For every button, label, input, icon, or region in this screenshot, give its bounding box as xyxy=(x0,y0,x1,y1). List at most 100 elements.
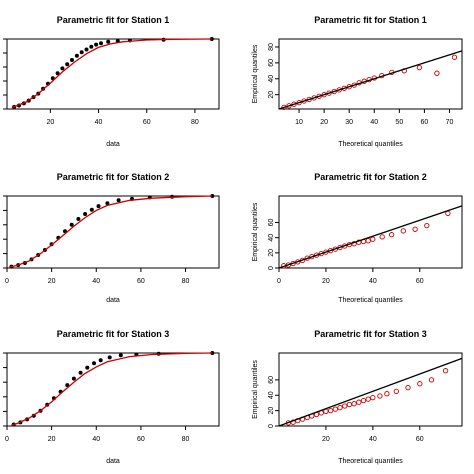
x-tick-label: 60 xyxy=(143,119,151,126)
data-point xyxy=(118,353,123,358)
data-point xyxy=(89,207,94,212)
quantile-point xyxy=(417,381,423,387)
y-tick-label: 0 xyxy=(268,424,275,428)
data-point xyxy=(92,361,96,366)
data-point xyxy=(105,201,110,206)
chart-title: Parametric fit for Station 2 xyxy=(57,172,170,182)
x-tick-label: 80 xyxy=(191,119,199,126)
x-tick-label: 10 xyxy=(295,119,303,126)
data-point xyxy=(116,198,121,203)
data-point xyxy=(96,204,101,209)
y-tick-label: 40 xyxy=(268,234,275,242)
quantile-point xyxy=(424,222,430,229)
data-point xyxy=(74,53,79,58)
chart-title: Parametric fit for Station 1 xyxy=(314,15,427,25)
x-tick-label: 80 xyxy=(182,436,190,443)
data-point xyxy=(106,39,111,44)
plot-frame xyxy=(278,352,463,427)
quantile-point xyxy=(379,234,385,240)
data-point xyxy=(99,41,103,46)
y-tick-label: 60 xyxy=(268,219,275,227)
x-tick-label: 20 xyxy=(48,278,56,285)
quantile-point xyxy=(327,407,334,414)
x-tick-label: 40 xyxy=(370,119,378,126)
chart-title: Parametric fit for Station 3 xyxy=(57,329,170,339)
x-axis-label: data xyxy=(106,297,120,304)
chart-title: Parametric fit for Station 2 xyxy=(314,172,427,182)
x-axis-label: data xyxy=(106,458,120,465)
x-tick-label: 40 xyxy=(92,278,100,285)
x-tick-label: 0 xyxy=(5,436,9,443)
quantile-point xyxy=(377,393,383,399)
y-tick-label: 60 xyxy=(268,59,275,67)
data-point xyxy=(98,358,103,363)
quantile-point xyxy=(428,377,435,383)
plot-frame xyxy=(6,352,220,427)
reference-line xyxy=(278,205,463,269)
x-tick-label: 20 xyxy=(322,278,330,285)
quantile-point xyxy=(384,391,390,397)
x-tick-label: 20 xyxy=(48,436,56,443)
fitted-cdf-line xyxy=(9,195,213,268)
fitted-cdf-line xyxy=(11,38,212,109)
quantile-point xyxy=(405,384,411,391)
quantile-point xyxy=(370,236,376,242)
x-tick-label: 60 xyxy=(137,436,145,443)
x-tick-label: 20 xyxy=(46,119,54,126)
y-tick-label: 0 xyxy=(268,266,275,270)
data-point xyxy=(76,217,81,221)
plot-frame xyxy=(278,38,463,110)
data-point xyxy=(107,355,112,360)
x-tick-label: 40 xyxy=(369,278,377,285)
data-point xyxy=(84,47,89,52)
quantile-point xyxy=(281,104,287,111)
data-point xyxy=(79,50,84,55)
y-axis-label: Empirical quantiles xyxy=(252,202,259,261)
quantile-point xyxy=(400,228,406,234)
y-tick-label: 20 xyxy=(268,91,275,99)
x-tick-label: 20 xyxy=(322,436,330,443)
x-tick-label: 30 xyxy=(345,119,353,126)
quantile-point xyxy=(337,404,343,411)
data-point xyxy=(94,42,99,47)
quantile-point xyxy=(365,396,371,402)
quantile-point xyxy=(326,90,332,96)
data-point xyxy=(89,44,94,49)
quantile-point xyxy=(346,401,353,408)
data-point xyxy=(78,370,83,375)
data-point xyxy=(65,383,70,388)
reference-line xyxy=(278,50,463,110)
y-tick-label: 60 xyxy=(268,376,275,384)
data-point xyxy=(69,222,74,227)
y-tick-label: 80 xyxy=(268,43,275,51)
x-tick-label: 40 xyxy=(369,436,377,443)
x-axis-label: Theoretical quantiles xyxy=(338,141,403,148)
x-tick-label: 60 xyxy=(416,278,424,285)
y-tick-label: 20 xyxy=(268,249,275,257)
quantile-point xyxy=(346,84,352,90)
y-axis-label: Empirical quantiles xyxy=(252,360,259,419)
quantile-point xyxy=(336,87,342,93)
quantile-point xyxy=(342,403,348,409)
quantile-point xyxy=(434,70,440,76)
x-tick-label: 60 xyxy=(420,119,428,126)
plot-frame xyxy=(6,38,220,110)
x-tick-label: 40 xyxy=(92,436,100,443)
x-axis-label: Theoretical quantiles xyxy=(338,458,403,465)
quantile-point xyxy=(360,397,367,404)
reference-line xyxy=(278,357,463,427)
data-point xyxy=(55,71,60,76)
x-tick-label: 50 xyxy=(395,119,403,126)
data-point xyxy=(71,376,76,381)
data-point xyxy=(70,58,74,62)
data-point xyxy=(60,66,65,71)
quantile-point xyxy=(416,64,423,71)
quantile-point xyxy=(323,249,329,255)
quantile-point xyxy=(388,232,395,238)
quantile-point xyxy=(351,401,357,407)
x-tick-label: 0 xyxy=(277,278,281,285)
quantile-point xyxy=(341,85,347,91)
x-axis-label: Theoretical quantiles xyxy=(338,297,403,304)
x-tick-label: 0 xyxy=(5,278,9,285)
